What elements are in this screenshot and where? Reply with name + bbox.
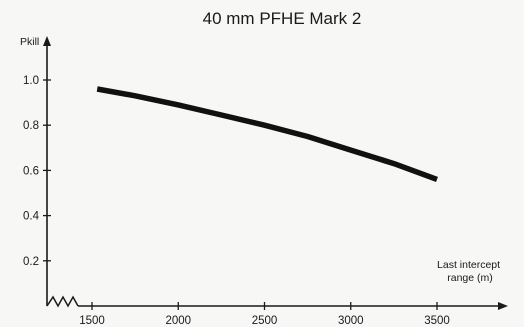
pkill-curve	[96, 86, 438, 182]
x-axis-label-line-2: range (m)	[447, 272, 493, 284]
x-axis-arrow	[498, 302, 508, 310]
x-tick-label: 1500	[79, 315, 105, 327]
x-ticks: 1500 2000 2500 3000 3500	[79, 302, 450, 327]
x-tick-label: 3000	[338, 315, 364, 327]
x-tick-label: 3500	[424, 315, 450, 327]
chart-title: 40 mm PFHE Mark 2	[203, 9, 362, 28]
x-axis-break	[46, 295, 79, 308]
x-tick-label: 2000	[165, 315, 191, 327]
y-axis-arrow	[43, 36, 51, 46]
x-axis-label-line-1: Last intercept	[437, 259, 500, 271]
x-axis-label: Last intercept range (m)	[437, 259, 503, 284]
y-tick-label: 0.4	[23, 211, 40, 223]
y-tick-label: 1.0	[23, 75, 39, 87]
x-tick-label: 2500	[252, 315, 278, 327]
y-tick-label: 0.6	[23, 165, 39, 177]
axes	[43, 36, 508, 310]
y-axis-label: Pkill	[20, 36, 39, 48]
y-tick-label: 0.8	[23, 120, 39, 132]
plot-area	[96, 86, 438, 182]
y-ticks: 0.2 0.4 0.6 0.8 1.0	[23, 75, 51, 268]
y-tick-label: 0.2	[23, 256, 39, 268]
